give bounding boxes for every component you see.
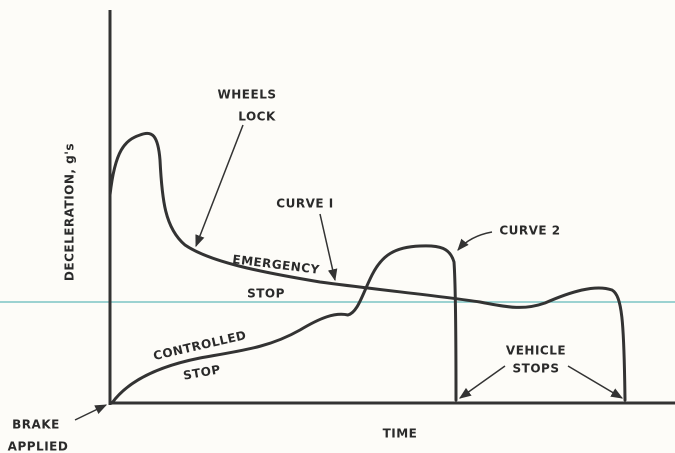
y-axis-label: DECELERATION, g's xyxy=(63,143,77,281)
label: WHEELS xyxy=(218,88,277,102)
label: APPLIED xyxy=(8,440,69,453)
brake-applied-arrow xyxy=(74,404,108,421)
x-axis-label: TIME xyxy=(383,427,418,441)
curve-1 xyxy=(108,131,627,402)
vehicle-stops-arrow xyxy=(459,365,506,399)
curve-2 xyxy=(110,244,458,405)
vehicle-stops-arrow xyxy=(567,365,624,399)
label: VEHICLE xyxy=(506,344,566,358)
label: BRAKE xyxy=(12,418,60,432)
curve-2-arrow xyxy=(457,231,493,251)
label: STOP xyxy=(182,362,222,382)
label: LOCK xyxy=(238,110,276,124)
label: STOP xyxy=(247,287,285,301)
curve-1-arrow xyxy=(319,213,338,282)
wheels-lock-arrow xyxy=(195,124,244,248)
label: STOPS xyxy=(513,362,560,376)
label: CURVE 2 xyxy=(499,224,560,238)
label: CURVE I xyxy=(276,197,333,211)
